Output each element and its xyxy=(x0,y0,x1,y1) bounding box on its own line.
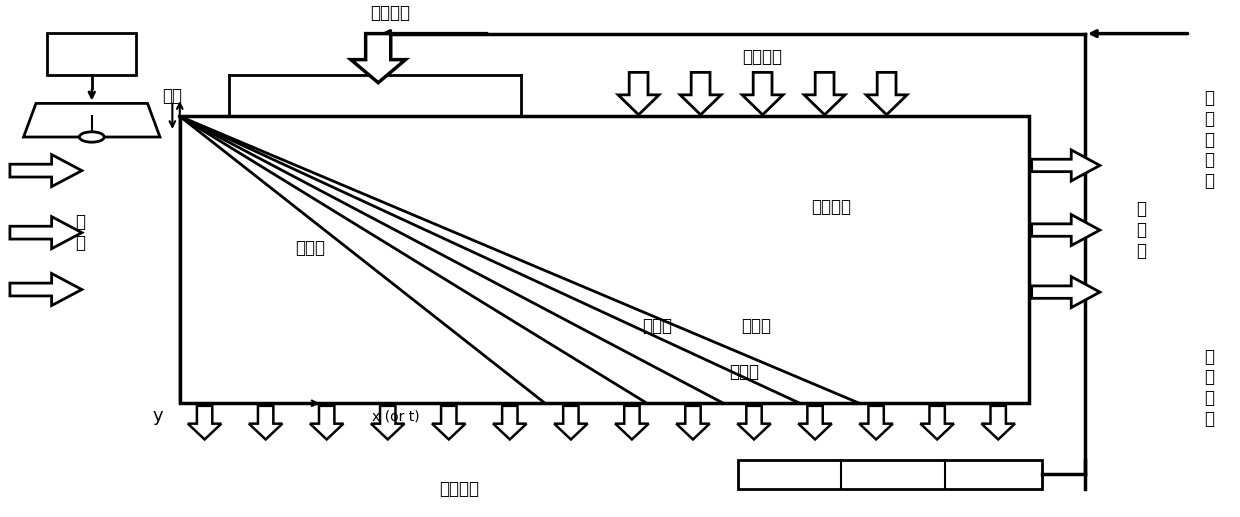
Text: 循
环
烟
气: 循 环 烟 气 xyxy=(1204,347,1214,428)
Polygon shape xyxy=(10,217,82,249)
Polygon shape xyxy=(371,406,404,439)
Polygon shape xyxy=(676,406,709,439)
Polygon shape xyxy=(10,155,82,187)
Text: x (or t): x (or t) xyxy=(372,409,419,423)
Polygon shape xyxy=(805,72,846,115)
Polygon shape xyxy=(432,406,465,439)
Bar xyxy=(738,460,1042,489)
Polygon shape xyxy=(10,273,82,306)
Polygon shape xyxy=(920,406,954,439)
Polygon shape xyxy=(188,406,222,439)
Polygon shape xyxy=(1032,150,1100,181)
Text: 预热带: 预热带 xyxy=(729,363,759,381)
Text: 烧结矿带: 烧结矿带 xyxy=(811,198,851,216)
Text: 混
料: 混 料 xyxy=(76,213,86,252)
Polygon shape xyxy=(310,406,343,439)
Polygon shape xyxy=(554,406,588,439)
Text: 烧结烟气: 烧结烟气 xyxy=(439,480,479,497)
Polygon shape xyxy=(680,72,720,115)
Polygon shape xyxy=(738,406,771,439)
Polygon shape xyxy=(351,34,405,83)
Text: 烧
结
饼: 烧 结 饼 xyxy=(1136,200,1146,260)
Text: 常温空气: 常温空气 xyxy=(371,4,410,22)
Polygon shape xyxy=(615,406,649,439)
Polygon shape xyxy=(1032,277,1100,308)
Polygon shape xyxy=(742,72,784,115)
Text: 外
来
源
热
风: 外 来 源 热 风 xyxy=(1204,89,1214,190)
Text: 点火: 点火 xyxy=(162,87,182,104)
Bar xyxy=(180,116,1029,403)
Polygon shape xyxy=(859,406,893,439)
Text: 过湿带: 过湿带 xyxy=(295,239,325,257)
Polygon shape xyxy=(24,103,160,137)
Text: y: y xyxy=(153,407,162,425)
Polygon shape xyxy=(618,72,660,115)
Text: 干燥带: 干燥带 xyxy=(642,317,672,334)
Circle shape xyxy=(79,132,104,142)
Polygon shape xyxy=(982,406,1014,439)
Text: 燃烧带: 燃烧带 xyxy=(742,317,771,334)
Text: 常温空气: 常温空气 xyxy=(743,48,782,66)
Polygon shape xyxy=(799,406,832,439)
Polygon shape xyxy=(866,72,906,115)
Polygon shape xyxy=(494,406,527,439)
Polygon shape xyxy=(249,406,283,439)
Polygon shape xyxy=(1032,215,1100,246)
Bar xyxy=(47,33,136,75)
